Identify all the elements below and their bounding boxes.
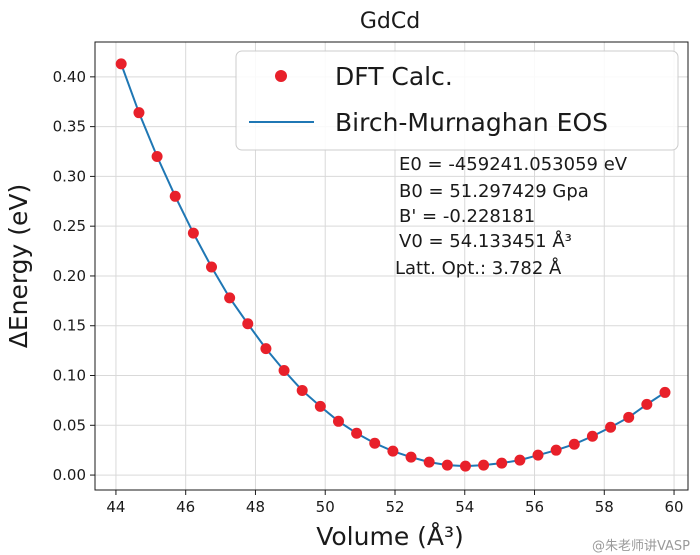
y-tick-label: 0.05 — [53, 416, 86, 434]
dft-point — [641, 398, 653, 410]
dft-point — [423, 456, 435, 468]
legend: DFT Calc. Birch-Murnaghan EOS — [235, 50, 679, 151]
dft-point — [206, 261, 218, 273]
x-tick-label: 58 — [595, 498, 614, 516]
legend-label-dft: DFT Calc. — [335, 62, 453, 91]
x-axis-label: Volume (Å³) — [316, 522, 464, 551]
y-tick-label: 0.25 — [53, 217, 86, 235]
x-tick-label: 50 — [316, 498, 335, 516]
dft-point — [568, 438, 580, 450]
dft-point — [224, 292, 236, 304]
dft-point — [351, 427, 363, 439]
dft-point — [369, 437, 381, 449]
y-tick-label: 0.15 — [53, 317, 86, 335]
dft-point — [133, 107, 145, 119]
y-tick-label: 0.35 — [53, 118, 86, 136]
plot-frame — [94, 41, 689, 491]
dft-point — [187, 227, 199, 239]
dft-point — [314, 400, 326, 412]
y-tick-label: 0.20 — [53, 267, 86, 285]
dft-point — [532, 449, 544, 461]
dft-point — [659, 386, 671, 398]
dft-point — [441, 459, 453, 471]
annotation-b0: B0 = 51.297429 Gpa — [399, 181, 589, 202]
dft-point — [242, 318, 254, 330]
legend-marker-dft — [275, 70, 287, 82]
legend-label-eos: Birch-Murnaghan EOS — [335, 108, 608, 137]
dft-point — [115, 58, 127, 70]
dft-point — [459, 460, 471, 472]
annotation-latt-opt: Latt. Opt.: 3.782 Å — [395, 257, 562, 279]
dft-point — [278, 365, 290, 377]
dft-point — [623, 411, 635, 423]
dft-point — [550, 444, 562, 456]
chart-title: GdCd — [360, 9, 420, 34]
annotation-bprime: B' = -0.228181 — [399, 206, 535, 227]
dft-point — [332, 415, 344, 427]
y-tick-label: 0.10 — [53, 367, 86, 385]
y-tick-label: 0.40 — [53, 68, 86, 86]
dft-point — [387, 445, 399, 457]
x-tick-label: 60 — [665, 498, 684, 516]
annotation-v0: V0 = 54.133451 Å³ — [399, 230, 572, 252]
dft-point — [605, 421, 617, 433]
legend-box — [235, 50, 679, 151]
dft-point — [260, 343, 272, 355]
annotation-e0: E0 = -459241.053059 eV — [399, 154, 628, 175]
fit-parameters: E0 = -459241.053059 eV B0 = 51.297429 Gp… — [395, 154, 628, 279]
x-tick-label: 46 — [176, 498, 195, 516]
x-tick-label: 44 — [106, 498, 125, 516]
y-tick-label: 0.30 — [53, 167, 86, 185]
dft-point — [151, 150, 163, 162]
y-axis-label: ΔEnergy (eV) — [4, 184, 33, 349]
x-tick-label: 52 — [385, 498, 404, 516]
y-tick-label: 0.00 — [53, 466, 86, 484]
dft-point — [514, 454, 526, 466]
dft-point — [496, 457, 508, 469]
x-tick-label: 48 — [246, 498, 265, 516]
dft-point — [478, 459, 490, 471]
dft-point — [169, 190, 181, 202]
dft-points — [115, 58, 671, 472]
dft-point — [405, 451, 417, 463]
dft-point — [586, 430, 598, 442]
x-tick-label: 56 — [525, 498, 544, 516]
ticks: 44 46 48 50 52 54 56 58 60 0.00 0.05 0.10 0.15 0.20 0.… — [53, 68, 684, 516]
x-tick-label: 54 — [455, 498, 474, 516]
watermark: @朱老师讲VASP — [592, 539, 690, 554]
dft-point — [296, 384, 308, 396]
